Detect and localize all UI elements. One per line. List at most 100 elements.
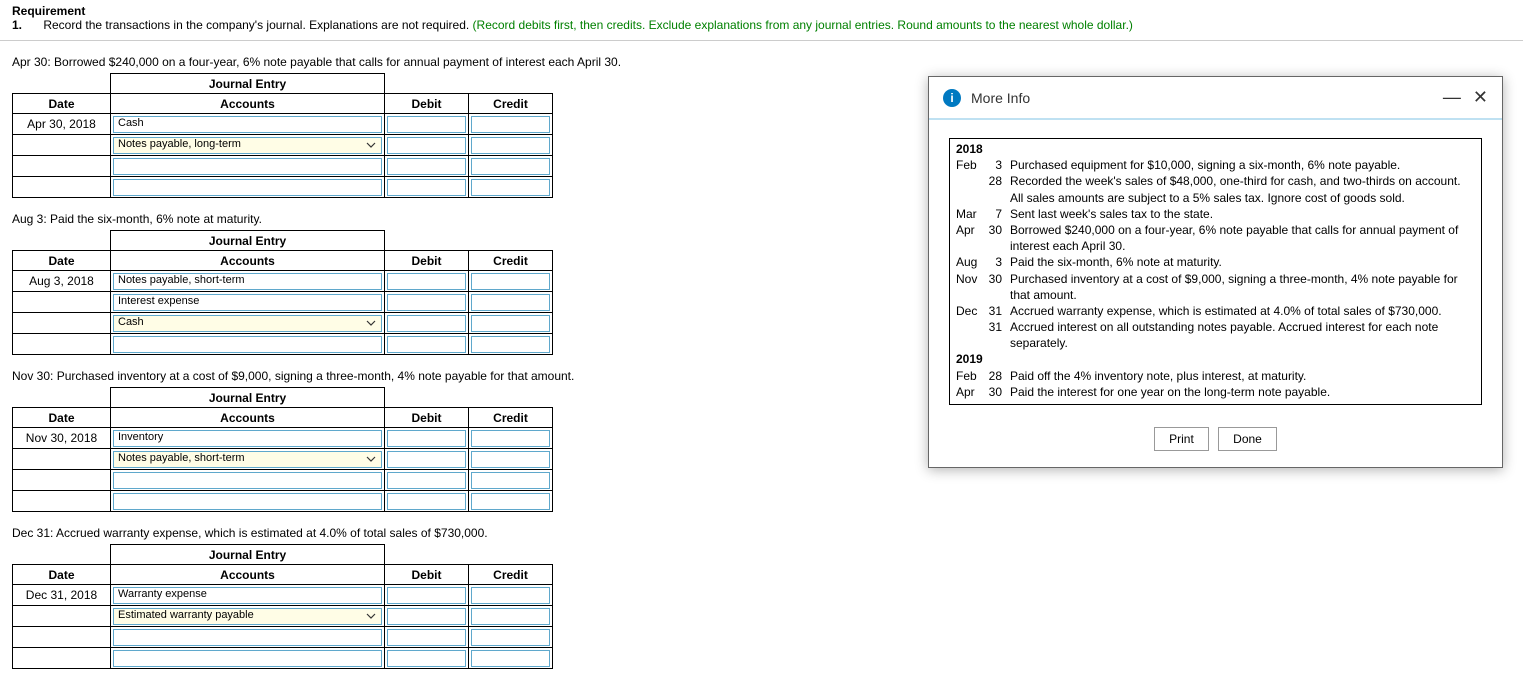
debit-input[interactable] xyxy=(387,294,466,311)
debit-input[interactable] xyxy=(387,179,466,196)
info-day: 31 xyxy=(988,319,1010,351)
credit-input[interactable] xyxy=(471,629,550,646)
credit-input[interactable] xyxy=(471,650,550,667)
chevron-down-icon xyxy=(366,140,378,152)
requirement-number: 1. xyxy=(12,18,40,32)
info-text: Accrued warranty expense, which is estim… xyxy=(1010,303,1475,319)
requirement-title: Requirement xyxy=(12,4,1511,18)
credit-input[interactable] xyxy=(471,273,550,290)
header-credit: Credit xyxy=(469,408,553,428)
account-select[interactable] xyxy=(113,336,382,353)
chevron-down-icon xyxy=(366,611,378,623)
credit-input[interactable] xyxy=(471,587,550,604)
credit-input[interactable] xyxy=(471,493,550,510)
credit-input[interactable] xyxy=(471,336,550,353)
info-year: 2019 xyxy=(956,351,1475,367)
header-accounts: Accounts xyxy=(111,408,385,428)
debit-input[interactable] xyxy=(387,472,466,489)
dialog-title: More Info xyxy=(971,90,1030,106)
info-text: Paid the six-month, 6% note at maturity. xyxy=(1010,254,1475,270)
info-day: 28 xyxy=(988,368,1010,384)
debit-input[interactable] xyxy=(387,650,466,667)
entry-description: Apr 30: Borrowed $240,000 on a four-year… xyxy=(12,55,1511,69)
account-select[interactable] xyxy=(113,179,382,196)
info-text: Sent last week's sales tax to the state. xyxy=(1010,206,1475,222)
account-select[interactable]: Cash xyxy=(113,315,382,332)
account-select[interactable] xyxy=(113,472,382,489)
debit-input[interactable] xyxy=(387,629,466,646)
debit-input[interactable] xyxy=(387,493,466,510)
debit-input[interactable] xyxy=(387,451,466,468)
date-cell xyxy=(13,648,111,669)
account-select[interactable] xyxy=(113,493,382,510)
close-icon[interactable]: ✕ xyxy=(1473,87,1488,108)
date-cell xyxy=(13,156,111,177)
debit-input[interactable] xyxy=(387,137,466,154)
debit-input[interactable] xyxy=(387,608,466,625)
credit-input[interactable] xyxy=(471,451,550,468)
header-date: Date xyxy=(13,251,111,271)
debit-input[interactable] xyxy=(387,315,466,332)
info-month: Dec xyxy=(956,303,988,319)
debit-input[interactable] xyxy=(387,116,466,133)
account-select[interactable]: Warranty expense xyxy=(113,587,382,604)
account-select[interactable]: Interest expense xyxy=(113,294,382,311)
info-month xyxy=(956,319,988,351)
date-cell xyxy=(13,606,111,627)
account-select[interactable]: Notes payable, short-term xyxy=(113,273,382,290)
info-day: 30 xyxy=(988,222,1010,254)
info-day: 30 xyxy=(988,271,1010,303)
credit-input[interactable] xyxy=(471,430,550,447)
date-cell xyxy=(13,627,111,648)
debit-input[interactable] xyxy=(387,336,466,353)
account-select[interactable] xyxy=(113,650,382,667)
done-button[interactable]: Done xyxy=(1218,427,1277,451)
info-text: Recorded the week's sales of $48,000, on… xyxy=(1010,173,1475,205)
header-debit: Debit xyxy=(385,94,469,114)
credit-input[interactable] xyxy=(471,315,550,332)
account-select[interactable] xyxy=(113,629,382,646)
credit-input[interactable] xyxy=(471,116,550,133)
header-date: Date xyxy=(13,408,111,428)
account-select[interactable]: Notes payable, short-term xyxy=(113,451,382,468)
account-select[interactable]: Estimated warranty payable xyxy=(113,608,382,625)
debit-input[interactable] xyxy=(387,158,466,175)
date-cell xyxy=(13,470,111,491)
info-icon: i xyxy=(943,89,961,107)
credit-input[interactable] xyxy=(471,137,550,154)
print-button[interactable]: Print xyxy=(1154,427,1209,451)
info-month: Feb xyxy=(956,368,988,384)
minimize-icon[interactable]: — xyxy=(1443,87,1461,108)
date-cell xyxy=(13,135,111,156)
header-date: Date xyxy=(13,565,111,585)
info-month: Aug xyxy=(956,254,988,270)
info-month: Nov xyxy=(956,271,988,303)
info-month: Mar xyxy=(956,206,988,222)
header-debit: Debit xyxy=(385,251,469,271)
info-month: Apr xyxy=(956,384,988,400)
account-select[interactable]: Notes payable, long-term xyxy=(113,137,382,154)
account-select[interactable]: Cash xyxy=(113,116,382,133)
debit-input[interactable] xyxy=(387,587,466,604)
info-day: 7 xyxy=(988,206,1010,222)
credit-input[interactable] xyxy=(471,294,550,311)
header-accounts: Accounts xyxy=(111,565,385,585)
credit-input[interactable] xyxy=(471,158,550,175)
credit-input[interactable] xyxy=(471,179,550,196)
requirement-hint: (Record debits first, then credits. Excl… xyxy=(473,18,1133,32)
header-accounts: Accounts xyxy=(111,94,385,114)
chevron-down-icon xyxy=(366,454,378,466)
account-select[interactable] xyxy=(113,158,382,175)
credit-input[interactable] xyxy=(471,472,550,489)
info-text: Paid off the 4% inventory note, plus int… xyxy=(1010,368,1475,384)
chevron-down-icon xyxy=(366,318,378,330)
debit-input[interactable] xyxy=(387,273,466,290)
info-day: 30 xyxy=(988,384,1010,400)
date-cell: Nov 30, 2018 xyxy=(13,428,111,449)
credit-input[interactable] xyxy=(471,608,550,625)
date-cell xyxy=(13,334,111,355)
more-info-dialog: i More Info — ✕ 2018Feb3Purchased equipm… xyxy=(928,76,1503,468)
info-day: 3 xyxy=(988,254,1010,270)
debit-input[interactable] xyxy=(387,430,466,447)
account-select[interactable]: Inventory xyxy=(113,430,382,447)
